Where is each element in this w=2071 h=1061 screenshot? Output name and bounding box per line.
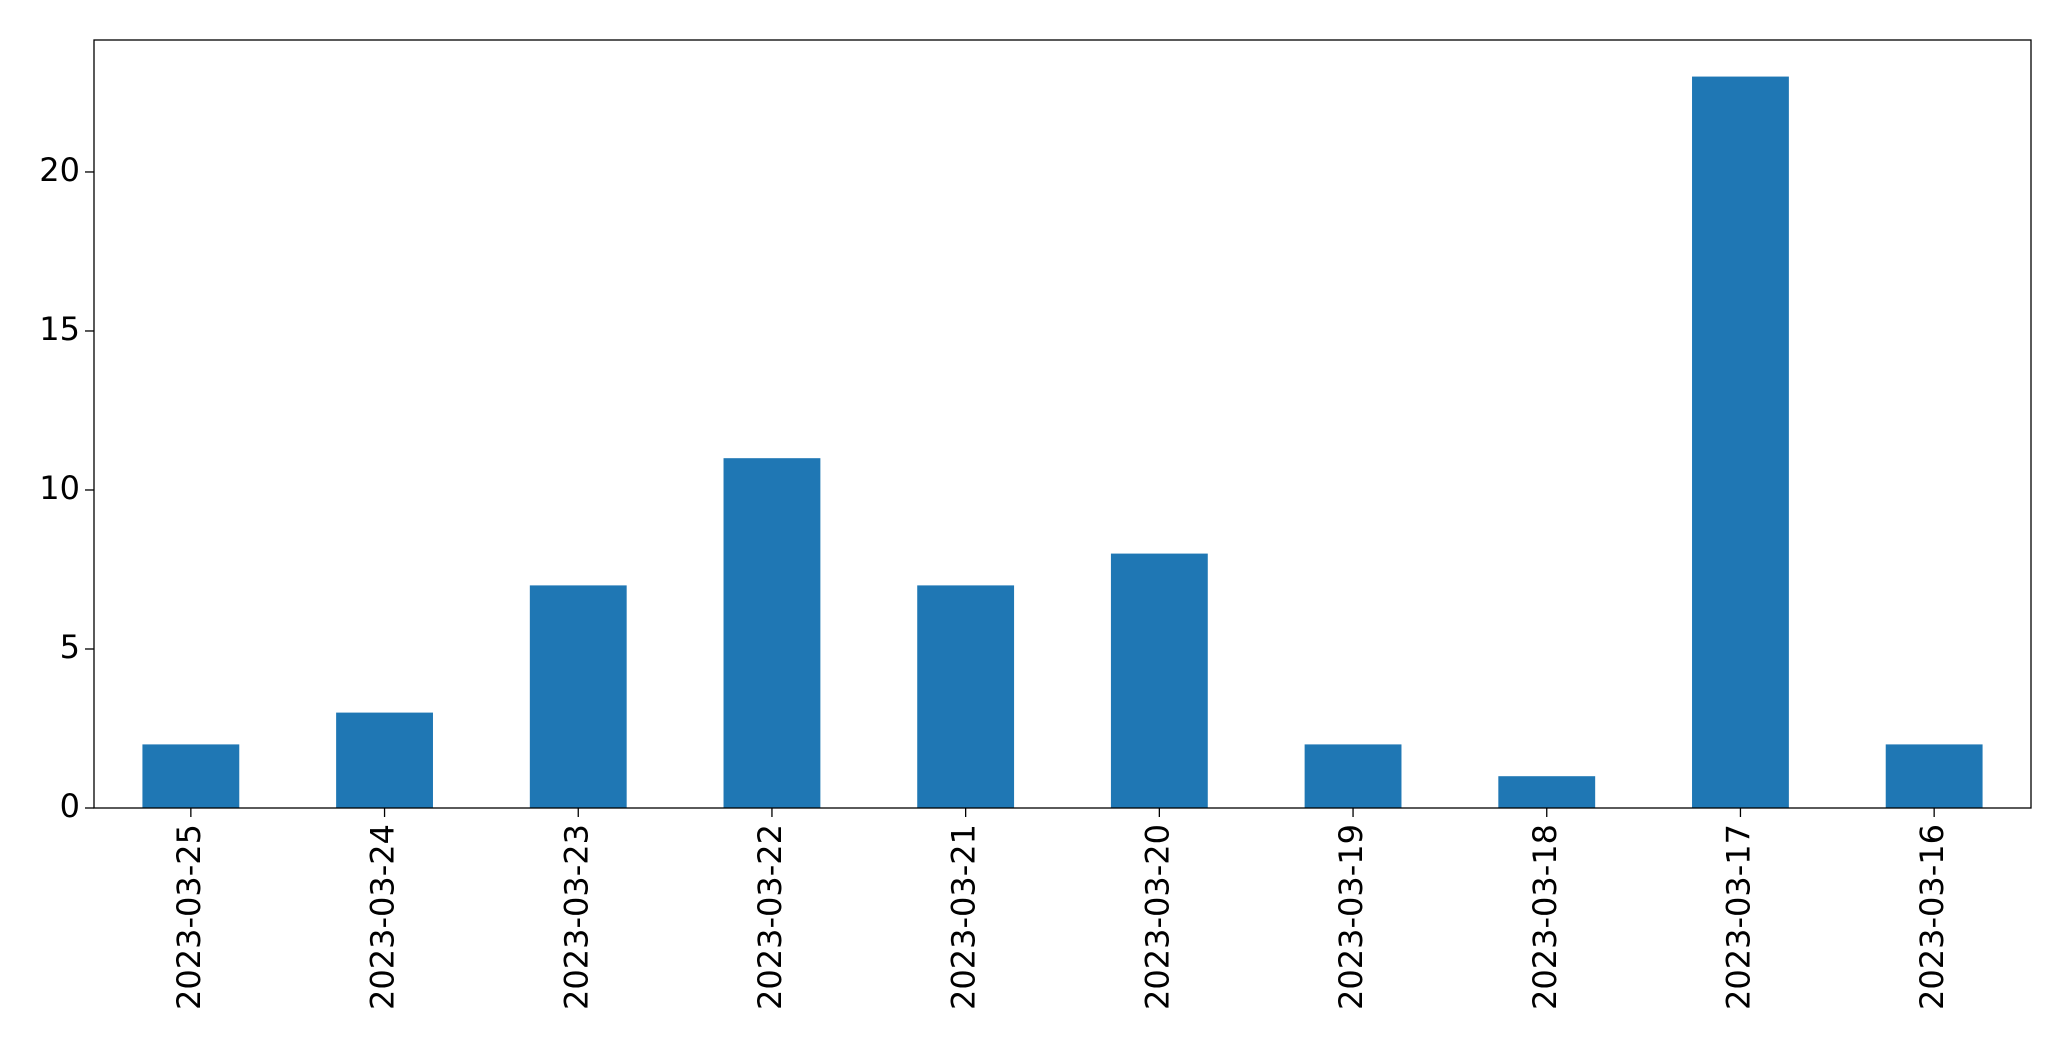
bar: [1498, 776, 1596, 808]
x-tick-label: 2023-03-24: [364, 824, 402, 1010]
bar: [142, 744, 240, 808]
bar: [1110, 553, 1208, 808]
bar: [723, 458, 821, 808]
x-tick-label: 2023-03-21: [945, 824, 983, 1010]
bar: [1304, 744, 1402, 808]
plot-frame: [93, 39, 2032, 809]
x-tick-label: 2023-03-16: [1913, 824, 1951, 1010]
bar: [917, 585, 1015, 808]
x-tick-label: 2023-03-17: [1719, 824, 1757, 1010]
x-tick-label: 2023-03-18: [1526, 824, 1564, 1010]
y-tick-label: 20: [39, 151, 80, 189]
x-tick-label: 2023-03-19: [1332, 824, 1370, 1010]
bar: [336, 712, 433, 808]
x-tick-label: 2023-03-20: [1138, 824, 1176, 1010]
y-tick-label: 5: [60, 628, 80, 666]
y-tick-label: 0: [60, 787, 80, 825]
bar: [1885, 744, 1983, 808]
y-tick-label: 15: [39, 310, 80, 348]
bar: [1692, 76, 1789, 809]
y-tick-label: 10: [39, 469, 80, 507]
x-tick-label: 2023-03-22: [751, 824, 789, 1010]
bar: [529, 585, 627, 808]
x-tick-label: 2023-03-25: [170, 824, 208, 1010]
x-tick-label: 2023-03-23: [557, 824, 595, 1010]
